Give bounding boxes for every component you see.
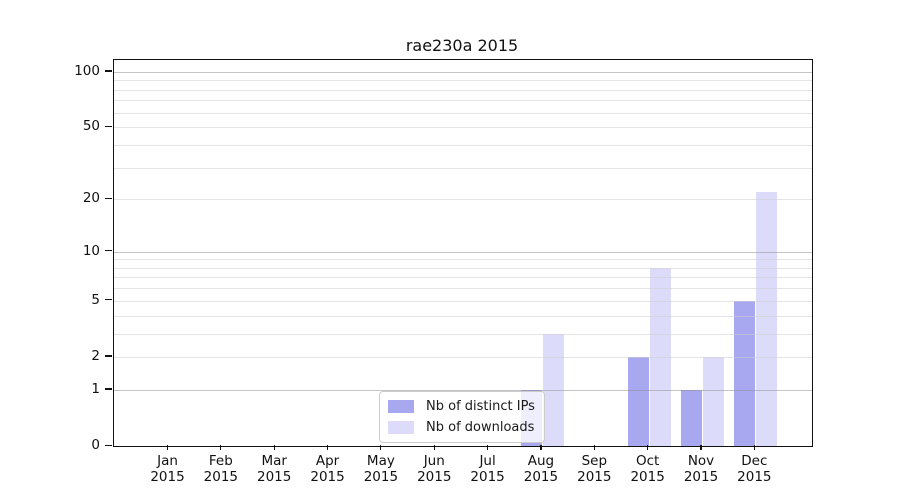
x-tick-mark [487,445,489,450]
y-tick-label: 1 [91,380,100,397]
gridline-minor [114,100,812,102]
legend-row: Nb of distinct IPs [388,398,536,415]
legend-swatch-downloads [388,421,414,434]
y-tick-mark [105,388,112,390]
x-tick-mark [220,445,222,450]
gridline-major [114,389,812,391]
x-tick-label: Dec 2015 [737,453,772,485]
x-tick-mark [753,445,755,450]
legend-label: Nb of distinct IPs [426,399,535,414]
gridline-major [114,251,812,253]
x-tick-mark [647,445,649,450]
y-tick-label: 20 [82,190,100,207]
x-tick-label: Jul 2015 [470,453,505,485]
y-tick-label: 0 [91,437,100,453]
gridline-minor [114,259,812,261]
x-tick-mark [380,445,382,450]
gridline-minor [114,333,812,335]
bar-distinct-ips-11 [734,300,756,446]
y-tick-label: 100 [74,62,100,79]
bar-downloads-10 [703,356,724,446]
gridline-minor [114,144,812,146]
y-tick-mark [105,444,112,446]
bar-distinct-ips-10 [681,389,702,446]
gridline-minor [114,277,812,279]
gridline-minor [114,127,812,129]
x-tick-label: May 2015 [363,453,399,485]
chart-title: rae230a 2015 [405,36,519,55]
gridline-minor [114,267,812,269]
x-tick-label: Jun 2015 [417,453,452,485]
x-tick-label: Feb 2015 [203,453,239,485]
x-tick-label: Apr 2015 [310,453,345,485]
legend: Nb of distinct IPs Nb of downloads [379,391,545,443]
x-tick-mark [700,445,702,450]
gridline-minor [114,356,812,358]
plot-area [113,59,813,447]
gridline-minor [114,288,812,290]
y-tick-mark [105,70,112,72]
legend-label: Nb of downloads [426,420,535,435]
gridline-minor [114,199,812,201]
legend-row: Nb of downloads [388,419,536,436]
y-tick-label: 5 [91,291,100,308]
x-tick-label: Aug 2015 [523,453,559,485]
y-tick-mark [105,355,112,357]
x-tick-mark [273,445,275,450]
gridline-minor [114,89,812,91]
x-tick-label: Jan 2015 [150,453,185,485]
x-tick-mark [540,445,542,450]
x-tick-label: Mar 2015 [257,453,292,485]
bar-distinct-ips-9 [627,356,649,446]
x-tick-mark [593,445,595,450]
x-tick-mark [433,445,435,450]
x-tick-mark [326,445,329,450]
y-tick-label: 2 [91,347,100,364]
y-tick-label: 50 [82,118,100,135]
gridline-minor [114,315,812,317]
gridline-minor [114,112,812,114]
gridline-minor [114,80,812,82]
x-tick-label: Oct 2015 [630,453,665,485]
bar-downloads-11 [756,191,778,446]
gridline-minor [114,300,812,302]
y-tick-label: 10 [82,242,100,259]
y-tick-mark [105,125,112,127]
gridline-major [114,71,812,73]
gridline-minor [114,167,812,169]
y-tick-mark [105,299,112,301]
legend-swatch-distinct-ips [388,400,414,413]
y-tick-mark [105,250,112,252]
y-tick-mark [105,197,112,199]
x-tick-label: Nov 2015 [683,453,719,485]
x-tick-mark [166,445,169,450]
x-tick-label: Sep 2015 [577,453,612,485]
